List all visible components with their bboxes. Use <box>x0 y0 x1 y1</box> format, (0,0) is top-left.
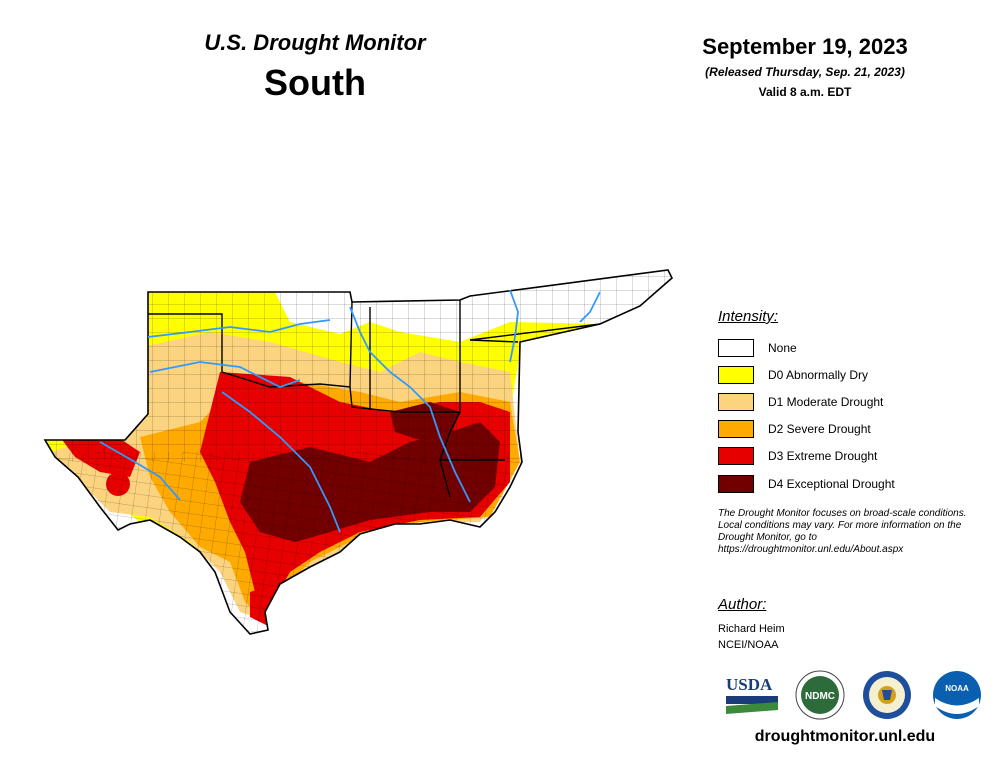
commerce-seal <box>863 671 911 719</box>
map-title: U.S. Drought Monitor <box>204 30 426 55</box>
noaa-logo-text: NOAA <box>945 684 969 693</box>
ndmc-logo: NDMC <box>795 670 845 720</box>
usda-logo-text: USDA <box>726 675 773 694</box>
disclaimer-note: The Drought Monitor focuses on broad-sca… <box>718 508 967 555</box>
author-name: Richard Heim <box>718 623 785 635</box>
region-title: South <box>264 62 366 103</box>
author-org: NCEI/NOAA <box>718 639 779 651</box>
legend-item-none: None <box>718 334 895 361</box>
author-heading: Author: <box>718 596 767 613</box>
legend-item-d1: D1 Moderate Drought <box>718 388 895 415</box>
rivers <box>99 289 601 533</box>
legend-item-d3: D3 Extreme Drought <box>718 443 895 470</box>
legend-label: None <box>768 340 797 355</box>
ndmc-logo-text: NDMC <box>805 691 835 702</box>
legend-swatch <box>718 474 754 493</box>
legend-swatch <box>718 392 754 411</box>
partner-logos: USDA NDMC NOAA <box>726 670 981 720</box>
author-info: Richard Heim NCEI/NOAA <box>718 621 785 653</box>
legend-title: Intensity: <box>718 308 779 325</box>
legend: None D0 Abnormally Dry D1 Moderate Droug… <box>718 334 895 497</box>
legend-label: D0 Abnormally Dry <box>768 367 869 382</box>
legend-label: D2 Severe Drought <box>768 422 871 437</box>
footer-url[interactable]: droughtmonitor.unl.edu <box>754 728 936 745</box>
region-outline <box>43 269 673 635</box>
legend-label: D3 Extreme Drought <box>768 449 878 464</box>
state-borders <box>148 300 601 498</box>
legend-item-d2: D2 Severe Drought <box>718 416 895 443</box>
legend-swatch <box>718 365 754 384</box>
legend-swatch <box>718 420 754 439</box>
legend-label: D4 Exceptional Drought <box>768 476 895 491</box>
noaa-logo: NOAA <box>933 671 981 719</box>
valid-time: Valid 8 a.m. EDT <box>758 85 852 99</box>
release-date: (Released Thursday, Sep. 21, 2023) <box>705 65 905 79</box>
legend-item-d4: D4 Exceptional Drought <box>718 470 895 497</box>
drought-map <box>43 269 673 635</box>
legend-item-d0: D0 Abnormally Dry <box>718 361 895 388</box>
legend-swatch <box>718 338 754 357</box>
legend-swatch <box>718 447 754 466</box>
usda-logo: USDA <box>726 675 778 714</box>
legend-label: D1 Moderate Drought <box>768 394 884 409</box>
map-date: September 19, 2023 <box>702 34 908 59</box>
